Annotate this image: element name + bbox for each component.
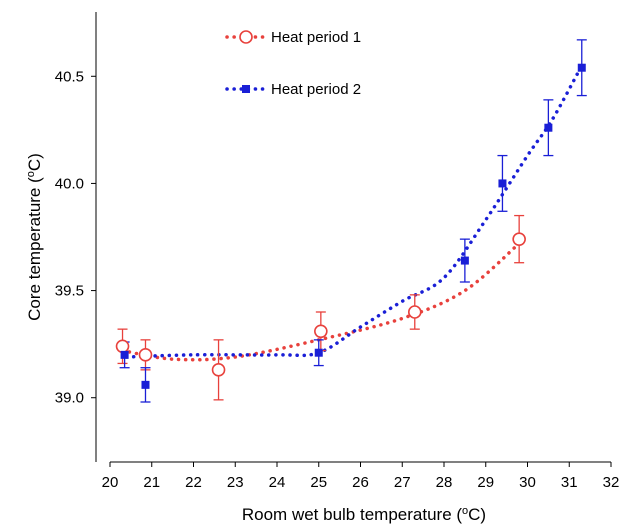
data-markers	[115, 63, 586, 389]
y-ticks: 39.0 39.5 40.0 40.5	[55, 68, 96, 407]
legend-label: Heat period 1	[271, 29, 361, 46]
x-tick-label: 29	[477, 474, 494, 491]
x-tick-label: 21	[143, 474, 160, 491]
x-tick-label: 27	[394, 474, 411, 491]
x-tick-label: 30	[519, 474, 536, 491]
y-tick-label: 40.5	[55, 68, 84, 85]
legend-marker	[242, 85, 250, 93]
data-point-series-2	[314, 348, 323, 357]
data-point-series-1	[407, 305, 422, 319]
legend-label: Heat period 2	[271, 81, 361, 98]
data-point-series-1	[115, 339, 130, 354]
trend-line-series-2	[124, 63, 584, 359]
data-point-series-2	[460, 256, 469, 265]
data-point-series-1	[211, 363, 226, 377]
data-point-series-1	[512, 232, 526, 246]
legend: Heat period 1 Heat period 2	[225, 29, 361, 98]
x-tick-label: 31	[561, 474, 578, 491]
x-tick-label: 32	[603, 474, 620, 491]
data-point-series-2	[141, 380, 150, 389]
x-tick-label: 23	[227, 474, 244, 491]
y-tick-label: 39.0	[55, 390, 84, 407]
x-tick-label: 25	[310, 474, 327, 491]
data-point-series-1	[138, 348, 153, 362]
data-point-series-2	[577, 63, 586, 72]
x-tick-label: 20	[102, 474, 119, 491]
x-tick-label: 22	[185, 474, 202, 491]
x-tick-label: 26	[352, 474, 369, 491]
x-tick-label: 28	[436, 474, 453, 491]
x-ticks: 20 21 22 23 24 25 26 27 28 29 30 31 32	[102, 462, 620, 491]
trend-lines	[120, 63, 584, 362]
y-axis-title: Core temperature (oC)	[25, 153, 44, 321]
legend-marker	[239, 30, 253, 44]
y-tick-label: 39.5	[55, 283, 84, 300]
x-tick-label: 24	[269, 474, 286, 491]
y-tick-label: 40.0	[55, 175, 84, 192]
axes	[95, 12, 611, 463]
data-point-series-2	[498, 179, 507, 188]
data-point-series-2	[120, 350, 129, 359]
x-axis-title: Room wet bulb temperature (oC)	[242, 505, 486, 524]
data-point-series-1	[314, 324, 328, 339]
data-point-series-2	[544, 123, 553, 132]
